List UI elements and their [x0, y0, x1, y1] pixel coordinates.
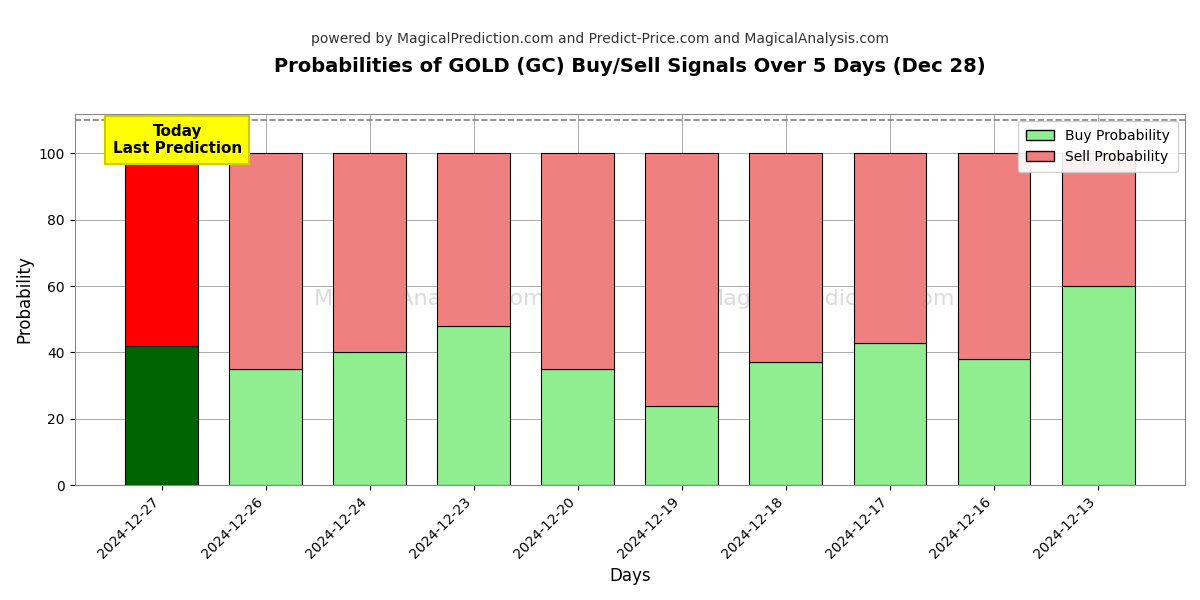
Text: powered by MagicalPrediction.com and Predict-Price.com and MagicalAnalysis.com: powered by MagicalPrediction.com and Pre…	[311, 32, 889, 46]
Bar	[125, 154, 198, 346]
Bar	[125, 346, 198, 485]
Legend: Buy Probability, Sell Probability: Buy Probability, Sell Probability	[1018, 121, 1178, 172]
Text: MagicalPrediction.com: MagicalPrediction.com	[704, 289, 955, 310]
X-axis label: Days: Days	[610, 567, 650, 585]
Text: MagicalAnalysis.com: MagicalAnalysis.com	[314, 289, 546, 310]
Text: Today
Last Prediction: Today Last Prediction	[113, 124, 241, 156]
Bar	[229, 369, 302, 485]
Bar	[1062, 286, 1134, 485]
Bar	[646, 406, 719, 485]
Bar	[1062, 154, 1134, 286]
Bar	[334, 154, 406, 352]
Bar	[229, 154, 302, 369]
Bar	[541, 369, 614, 485]
Bar	[853, 154, 926, 343]
Y-axis label: Probability: Probability	[16, 256, 34, 343]
Bar	[437, 326, 510, 485]
Bar	[853, 343, 926, 485]
Bar	[334, 352, 406, 485]
Bar	[437, 154, 510, 326]
Bar	[646, 154, 719, 406]
Bar	[750, 154, 822, 362]
Bar	[541, 154, 614, 369]
Bar	[958, 154, 1031, 359]
Bar	[958, 359, 1031, 485]
Title: Probabilities of GOLD (GC) Buy/Sell Signals Over 5 Days (Dec 28): Probabilities of GOLD (GC) Buy/Sell Sign…	[274, 57, 985, 76]
Bar	[750, 362, 822, 485]
